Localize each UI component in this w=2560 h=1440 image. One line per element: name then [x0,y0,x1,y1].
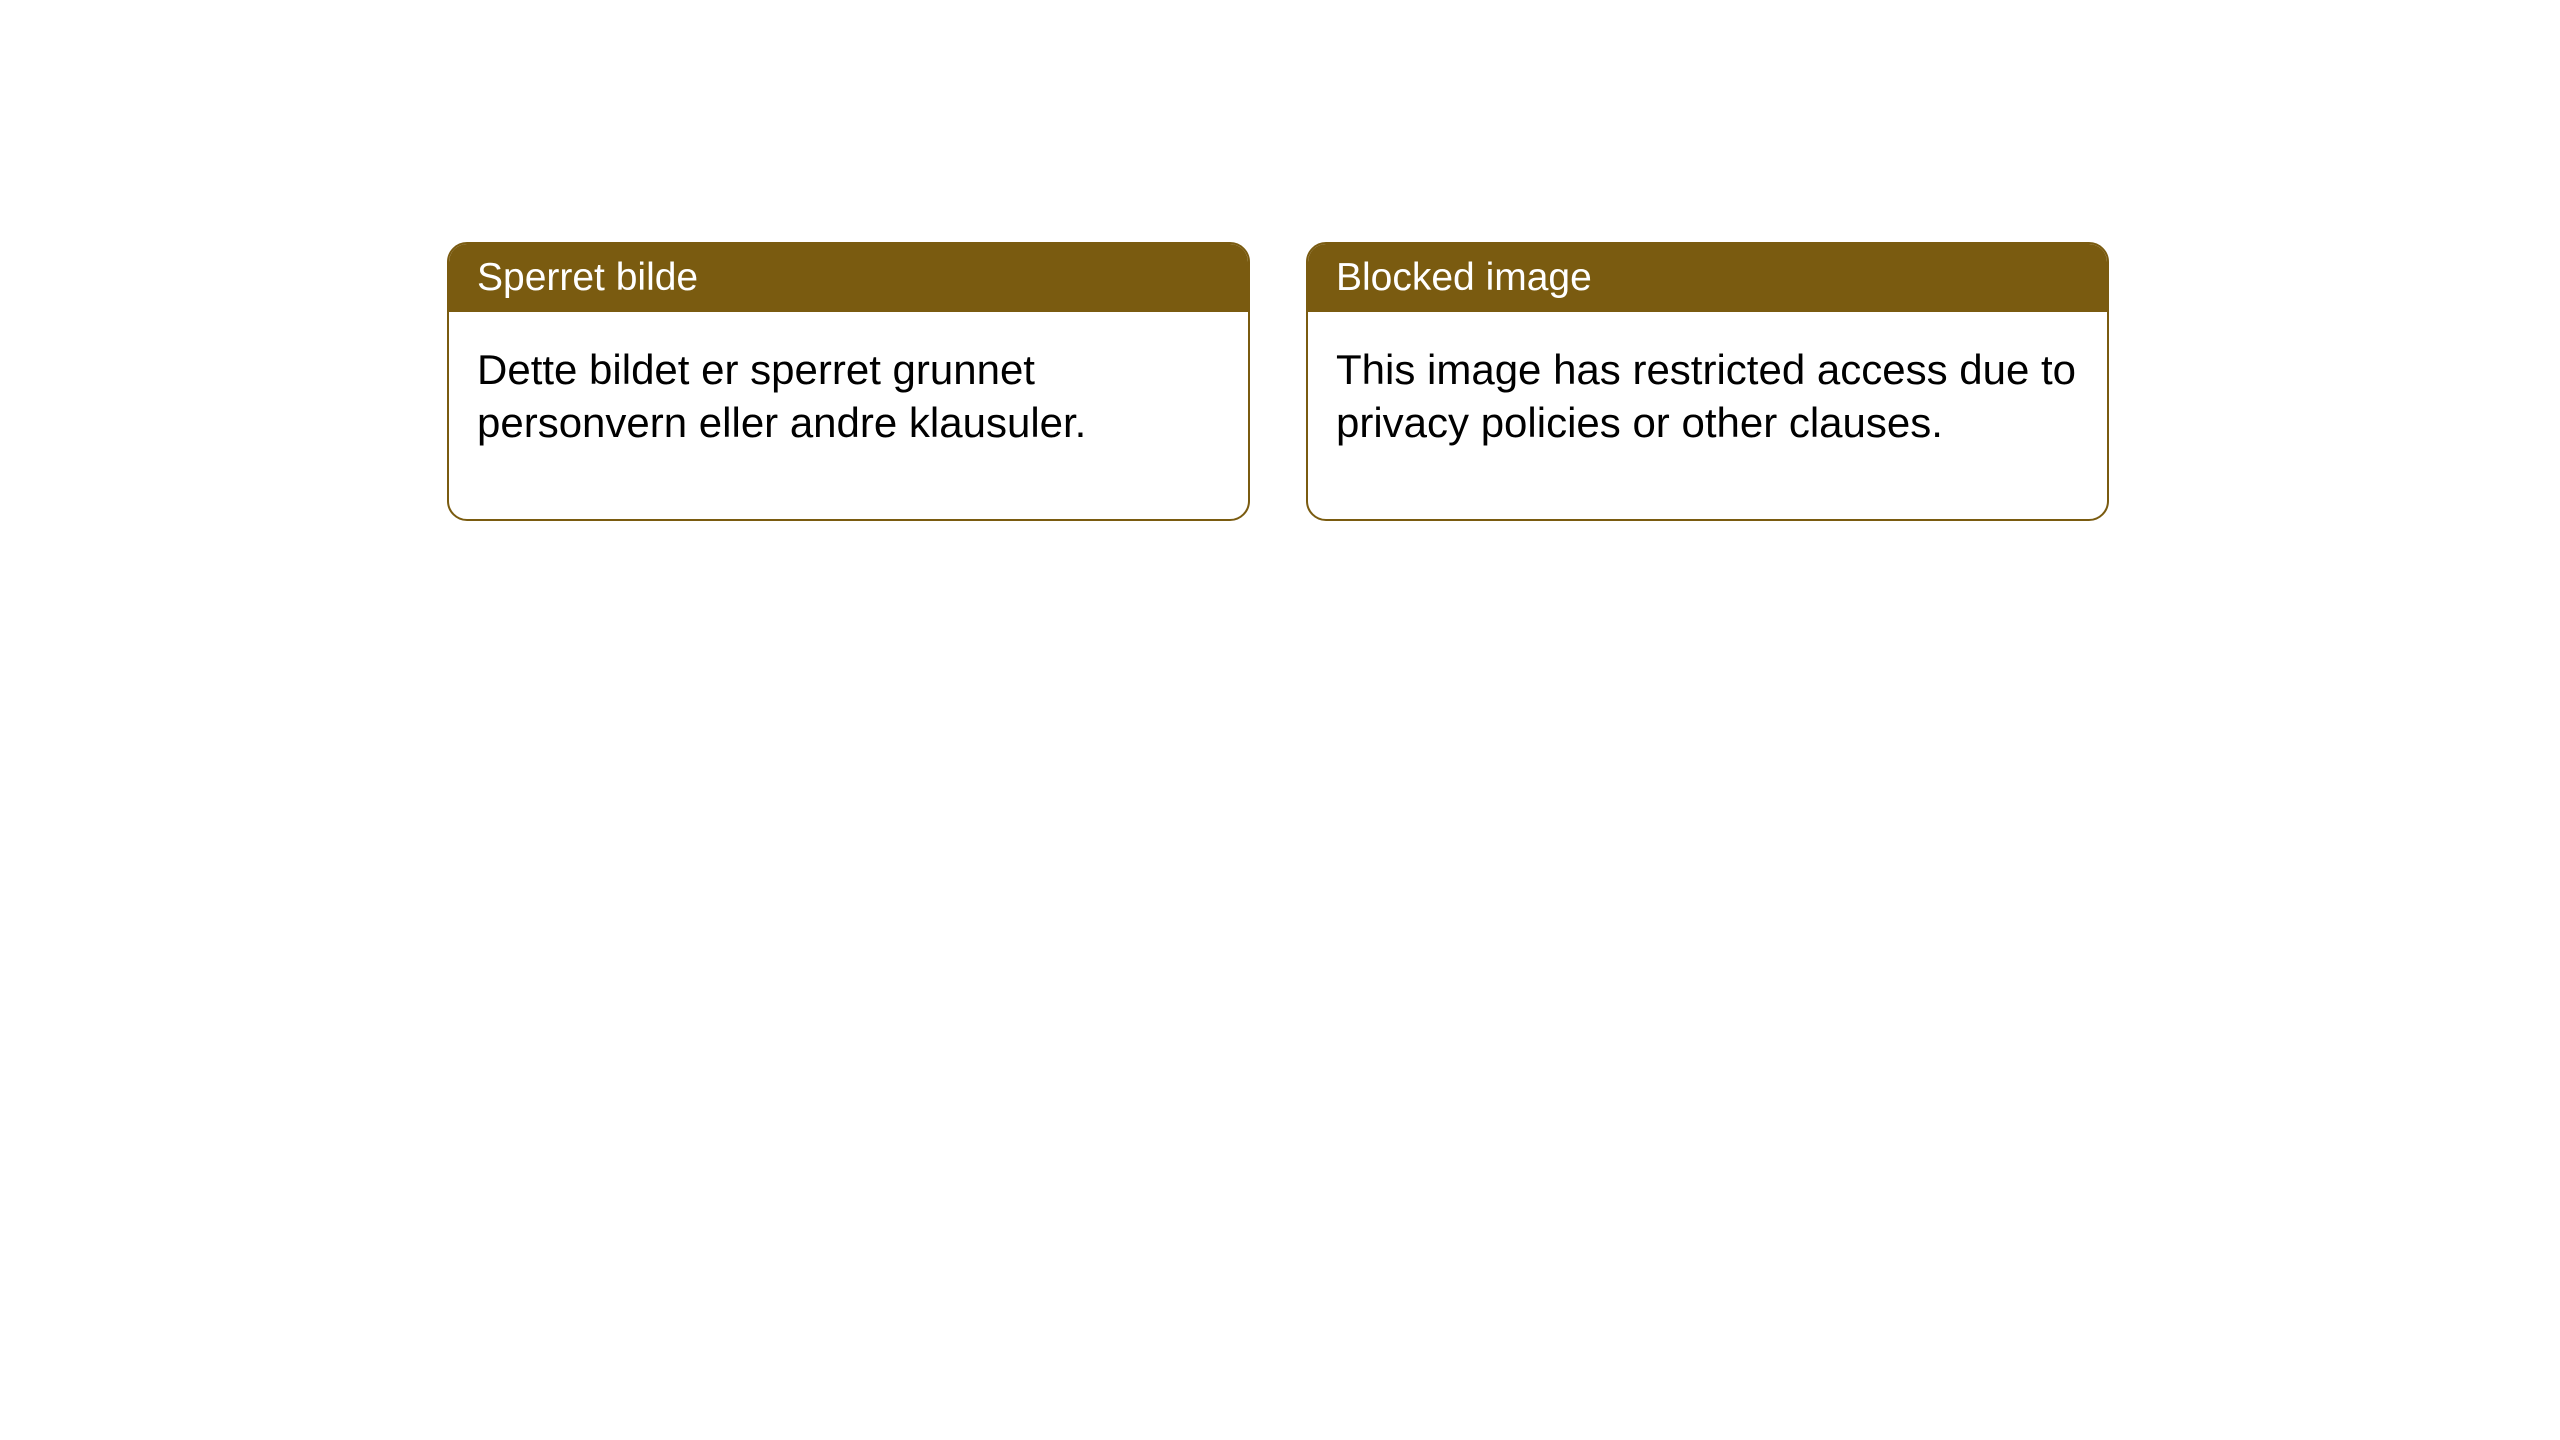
notice-card-body: Dette bildet er sperret grunnet personve… [449,312,1248,519]
notice-card-title: Sperret bilde [477,256,698,299]
notice-card-header: Sperret bilde [449,244,1248,312]
notice-cards-container: Sperret bilde Dette bildet er sperret gr… [447,242,2109,521]
notice-card-text: Dette bildet er sperret grunnet personve… [477,346,1086,446]
notice-card-title: Blocked image [1336,256,1592,299]
notice-card-header: Blocked image [1308,244,2107,312]
notice-card-english: Blocked image This image has restricted … [1306,242,2109,521]
notice-card-body: This image has restricted access due to … [1308,312,2107,519]
notice-card-text: This image has restricted access due to … [1336,346,2076,446]
notice-card-norwegian: Sperret bilde Dette bildet er sperret gr… [447,242,1250,521]
